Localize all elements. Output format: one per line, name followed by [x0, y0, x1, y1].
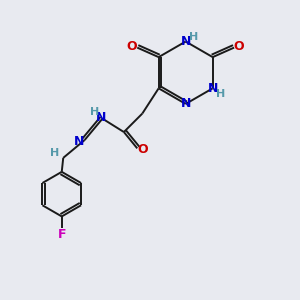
Text: O: O	[127, 40, 137, 52]
Text: N: N	[208, 82, 218, 95]
Text: N: N	[181, 98, 191, 110]
Text: H: H	[50, 148, 59, 158]
Text: F: F	[58, 228, 66, 241]
Text: H: H	[189, 32, 198, 42]
Text: N: N	[96, 111, 106, 124]
Text: N: N	[181, 35, 191, 48]
Text: H: H	[216, 89, 225, 99]
Text: O: O	[137, 143, 148, 156]
Text: O: O	[234, 40, 244, 52]
Text: N: N	[74, 135, 85, 148]
Text: H: H	[90, 107, 99, 117]
